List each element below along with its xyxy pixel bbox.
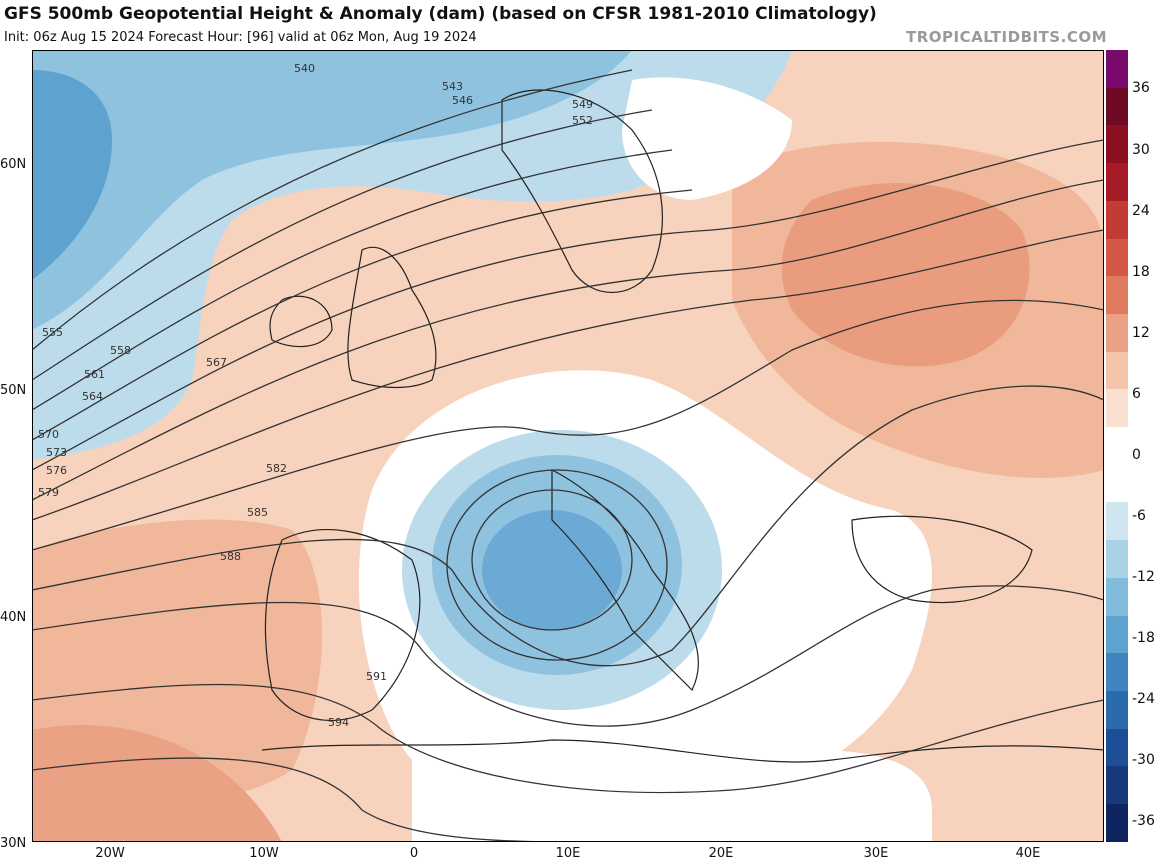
contour-label: 567 [206, 356, 227, 369]
coastline-iberia [264, 529, 421, 721]
colorbar-label: 12 [1132, 325, 1150, 341]
contour-label: 573 [46, 446, 67, 459]
coastline-scandinavia [501, 89, 663, 293]
colorbar-swatch [1106, 50, 1128, 88]
colorbar-swatch [1106, 615, 1128, 654]
colorbar-swatch [1106, 276, 1128, 314]
lat-label-50n: 50N [0, 383, 27, 398]
colorbar-swatch [1106, 804, 1128, 842]
colorbar-swatch [1106, 163, 1128, 201]
coastline-ireland [269, 295, 333, 348]
cold-anomaly-northwest-strong [32, 50, 632, 330]
coastline-italy [551, 469, 700, 692]
coastlines [261, 89, 1104, 763]
contour-label: 579 [38, 486, 59, 499]
contour-labels: 540 543 546 549 552 555 558 561 564 567 … [38, 62, 593, 729]
colorbar-label: -12 [1132, 569, 1155, 585]
contour-label: 552 [572, 114, 593, 127]
contour-label: 582 [266, 462, 287, 475]
cutoff-low-core [482, 510, 622, 630]
colorbar-swatch [1106, 577, 1128, 616]
lon-label: 30E [863, 846, 889, 861]
colorbar-swatch [1106, 125, 1128, 164]
colorbar-swatch [1106, 464, 1128, 503]
colorbar-label: -18 [1132, 630, 1155, 646]
contour-label: 561 [84, 368, 105, 381]
lat-label-60n: 60N [0, 157, 27, 172]
lon-label: 0 [409, 846, 419, 861]
contour-label: 576 [46, 464, 67, 477]
colorbar-swatch [1106, 728, 1128, 767]
contour-label: 585 [247, 506, 268, 519]
contour-label: 555 [42, 326, 63, 339]
coastline-britain [347, 246, 437, 389]
colorbar-swatch [1106, 351, 1128, 390]
lat-label-30n: 30N [0, 836, 27, 851]
colorbar-swatch [1106, 87, 1128, 126]
weather-map: 540 543 546 549 552 555 558 561 564 567 … [32, 50, 1104, 842]
lon-label: 10W [249, 846, 279, 861]
colorbar-swatch [1106, 200, 1128, 239]
contour-label: 543 [442, 80, 463, 93]
colorbar-swatch [1106, 502, 1128, 541]
colorbar-swatch [1106, 313, 1128, 352]
neutral-anomaly-south [412, 690, 932, 842]
contour-label: 558 [110, 344, 131, 357]
contour-label: 588 [220, 550, 241, 563]
colorbar-label: 30 [1132, 142, 1150, 158]
colorbar-swatch [1106, 653, 1128, 691]
height-contours [32, 69, 1104, 842]
cold-anomaly-atlantic-core [32, 70, 112, 280]
contour-label: 549 [572, 98, 593, 111]
colorbar-label: -24 [1132, 691, 1155, 707]
map-title: GFS 500mb Geopotential Height & Anomaly … [4, 4, 877, 24]
contour-label: 540 [294, 62, 315, 75]
colorbar-swatch [1106, 389, 1128, 428]
lon-label: 10E [555, 846, 581, 861]
colorbar-swatch [1106, 540, 1128, 578]
coastline-africa [261, 739, 1104, 763]
contour-label: 591 [366, 670, 387, 683]
coastline-black-sea [851, 515, 1033, 604]
contour-label: 564 [82, 390, 103, 403]
colorbar-label: 6 [1132, 386, 1141, 402]
neutral-anomaly-scandinavia [622, 77, 792, 200]
colorbar-swatch [1106, 690, 1128, 729]
colorbar-label: 24 [1132, 203, 1150, 219]
lon-label: 20W [95, 846, 125, 861]
lon-label: 40E [1015, 846, 1041, 861]
colorbar-label: -30 [1132, 752, 1155, 768]
colorbar-label: 0 [1132, 447, 1141, 463]
credit-watermark: TROPICALTIDBITS.COM [906, 28, 1107, 46]
contour-label: 570 [38, 428, 59, 441]
colorbar-swatch [1106, 427, 1128, 465]
colorbar-label: 36 [1132, 80, 1150, 96]
colorbar-swatch [1106, 238, 1128, 277]
lat-label-40n: 40N [0, 610, 27, 625]
lon-label: 20E [708, 846, 734, 861]
colorbar-swatch [1106, 766, 1128, 805]
colorbar-label: -36 [1132, 813, 1155, 829]
map-subtitle: Init: 06z Aug 15 2024 Forecast Hour: [96… [4, 30, 477, 45]
colorbar-label: -6 [1132, 508, 1146, 524]
colorbar-label: 18 [1132, 264, 1150, 280]
contour-label: 594 [328, 716, 349, 729]
colorbar [1106, 50, 1128, 842]
contour-label: 546 [452, 94, 473, 107]
warm-anomaly-sw [32, 724, 282, 842]
